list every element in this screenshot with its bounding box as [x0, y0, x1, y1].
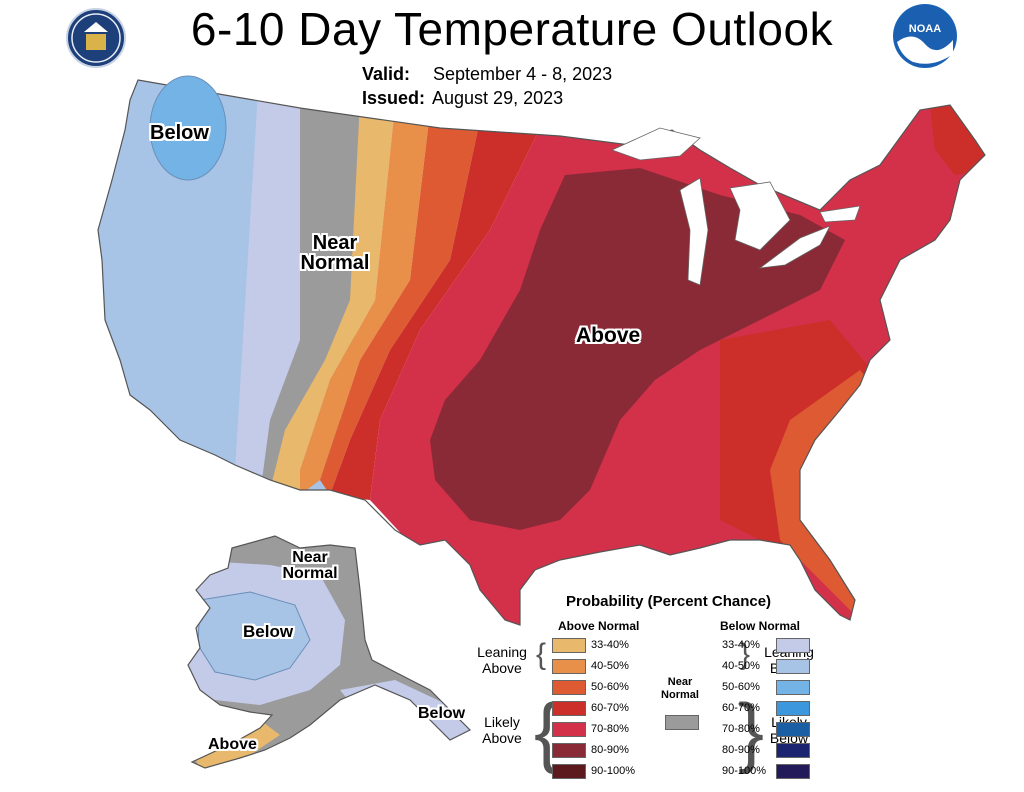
- legend-above-swatch: [552, 722, 586, 737]
- legend-leaning-above-brace: {: [536, 638, 547, 671]
- legend-below-range-label: 90-100%: [722, 765, 767, 777]
- legend-title: Probability (Percent Chance): [566, 593, 772, 610]
- legend-below-swatch: [776, 638, 810, 653]
- alaska-below-label: Below: [243, 622, 294, 641]
- conus-below-label: Below: [150, 122, 209, 144]
- lake-superior: [610, 127, 701, 161]
- alaska-40-50-below-area: [197, 591, 311, 681]
- legend-above-swatch: [552, 680, 586, 695]
- legend-above-swatch: [552, 659, 586, 674]
- conus-50-60-below-area: [149, 75, 227, 181]
- legend-above-swatch: [552, 701, 586, 716]
- legend-below-range-label: 60-70%: [722, 702, 760, 714]
- legend-above-range-label: 90-100%: [591, 765, 636, 777]
- great-lakes: [610, 127, 861, 286]
- lake-huron: [729, 181, 791, 251]
- legend-above-header: Above Normal: [558, 619, 640, 633]
- alaska-panhandle-below-area: [340, 680, 470, 768]
- legend-above-range-label: 40-50%: [591, 660, 629, 672]
- probability-legend: Probability (Percent Chance) Above Norma…: [470, 590, 820, 790]
- alaska-panhandle-below-label: Below: [418, 705, 466, 722]
- legend-near-normal-label: Near Normal: [661, 676, 699, 701]
- conus-near-normal-label: Near Normal: [300, 232, 370, 274]
- legend-below-range-label: 80-90%: [722, 744, 760, 756]
- issued-label: Issued:: [362, 88, 426, 108]
- legend-near-normal-swatch: [665, 715, 699, 730]
- legend-above-range-label: 80-90%: [591, 744, 629, 756]
- map-title: 6-10 Day Temperature Outlook: [190, 3, 834, 55]
- legend-below-range-label: 50-60%: [722, 681, 760, 693]
- legend-below-swatch: [776, 743, 810, 758]
- legend-above-range-label: 70-80%: [591, 723, 629, 735]
- lake-ontario: [819, 205, 861, 223]
- alaska-outline: [187, 535, 472, 769]
- issued-value: August 29, 2023: [432, 88, 564, 108]
- noaa-logo-icon: NOAA: [893, 4, 957, 68]
- lake-michigan: [679, 177, 709, 286]
- alaska-33-40-above-area: [190, 720, 280, 768]
- legend-below-swatch: [776, 764, 810, 779]
- issued-date: Issued: August 29, 2023: [362, 88, 563, 109]
- legend-below-range-label: 70-80%: [722, 723, 760, 735]
- noaa-logo-text: NOAA: [909, 23, 941, 35]
- legend-below-swatch: [776, 680, 810, 695]
- lake-erie: [758, 225, 831, 269]
- conus-60-70-band: [330, 120, 540, 500]
- valid-dates: Valid: September 4 - 8, 2023: [362, 64, 612, 85]
- legend-above-range-label: 50-60%: [591, 681, 629, 693]
- legend-above-swatch: [552, 743, 586, 758]
- conus-map: [98, 80, 985, 625]
- legend-below-swatch: [776, 659, 810, 674]
- conus-above-label: Above: [576, 324, 641, 347]
- conus-33-40-band: [270, 100, 395, 495]
- conus-leaning-below-edge: [235, 90, 300, 480]
- conus-50-60-band: [320, 112, 480, 495]
- legend-below-range-label: 40-50%: [722, 660, 760, 672]
- valid-label: Valid:: [362, 64, 411, 84]
- alaska-above-label: Above: [208, 736, 257, 753]
- legend-above-swatch: [552, 764, 586, 779]
- conus-outline: [97, 79, 986, 626]
- legend-above-range-label: 33-40%: [591, 639, 629, 651]
- conus-40-50-band: [300, 105, 430, 495]
- conus-80-90-area: [430, 168, 845, 530]
- legend-below-swatch: [776, 722, 810, 737]
- legend-below-range-label: 33-40%: [722, 639, 760, 651]
- commerce-seal-icon: [66, 8, 126, 68]
- alaska-near-normal-label: Near Normal: [282, 549, 338, 582]
- legend-above-range-label: 60-70%: [591, 702, 629, 714]
- legend-above-swatch: [552, 638, 586, 653]
- valid-value: September 4 - 8, 2023: [433, 64, 613, 84]
- legend-leaning-below-brace: }: [740, 638, 751, 671]
- legend-below-swatch: [776, 701, 810, 716]
- conus-near-normal-area: [262, 95, 360, 490]
- legend-likely-below-brace: }: [738, 687, 765, 775]
- legend-likely-above: Likely Above: [482, 714, 522, 747]
- legend-below-header: Below Normal: [720, 619, 801, 633]
- legend-leaning-above: Leaning Above: [477, 644, 527, 677]
